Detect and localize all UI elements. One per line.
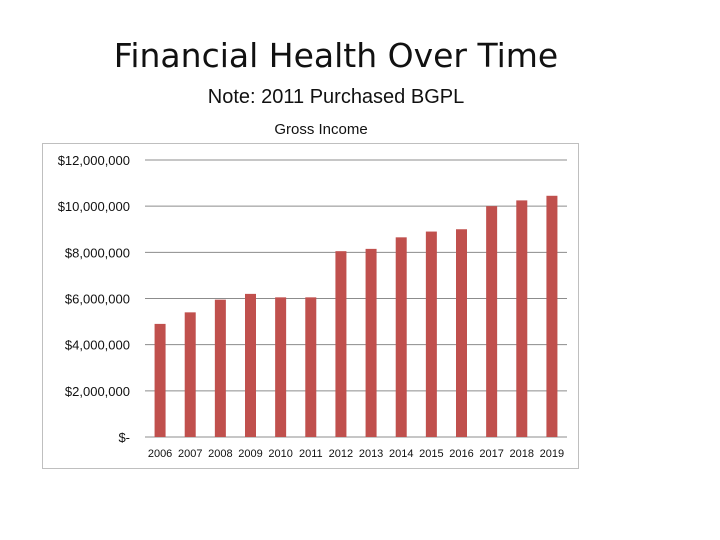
y-axis-tick-labels: $- $2,000,000 $4,000,000 $6,000,000 $8,000,0… xyxy=(58,153,130,445)
x-tick-label: 2018 xyxy=(510,448,534,460)
bar-2008 xyxy=(214,299,226,437)
bar-2016 xyxy=(456,229,467,437)
x-tick-label: 2014 xyxy=(389,448,413,460)
x-tick-label: 2019 xyxy=(540,448,564,460)
x-tick-label: 2009 xyxy=(238,448,262,460)
bar-2014 xyxy=(395,237,407,437)
y-tick-label: $6,000,000 xyxy=(65,292,130,307)
x-axis-tick-labels: 2006 2007 2008 2009 2010 2011 2012 2013 2014 2015… xyxy=(148,448,564,460)
x-tick-label: 2012 xyxy=(329,448,353,460)
bar-2006 xyxy=(154,323,166,437)
x-tick-label: 2006 xyxy=(148,448,172,460)
bar-2007 xyxy=(184,312,196,437)
chart-title: Gross Income xyxy=(274,121,368,138)
y-tick-label: $4,000,000 xyxy=(65,338,130,353)
x-tick-label: 2017 xyxy=(479,448,503,460)
bar-2011 xyxy=(305,297,317,437)
x-tick-label: 2011 xyxy=(299,448,323,460)
y-tick-label: $- xyxy=(118,430,130,445)
bar-2019 xyxy=(546,195,558,437)
bar-2012 xyxy=(335,251,347,437)
bar-2017 xyxy=(486,206,498,437)
gridlines xyxy=(145,159,567,438)
x-tick-label: 2016 xyxy=(449,448,473,460)
x-tick-label: 2007 xyxy=(178,448,202,460)
bars xyxy=(154,195,558,437)
x-tick-label: 2015 xyxy=(419,448,443,460)
y-tick-label: $10,000,000 xyxy=(58,199,130,214)
bar-2013 xyxy=(365,248,377,437)
bar-2015 xyxy=(425,231,437,437)
y-tick-label: $2,000,000 xyxy=(65,384,130,399)
bar-2018 xyxy=(516,200,528,437)
x-tick-label: 2013 xyxy=(359,448,383,460)
y-tick-label: $8,000,000 xyxy=(65,245,130,260)
slide-title: Financial Health Over Time xyxy=(113,36,559,75)
bar-2009 xyxy=(245,293,256,437)
slide-note: Note: 2011 Purchased BGPL xyxy=(207,86,465,108)
x-tick-label: 2010 xyxy=(268,448,292,460)
bar-2010 xyxy=(275,297,287,437)
x-tick-label: 2008 xyxy=(208,448,232,460)
y-tick-label: $12,000,000 xyxy=(58,153,130,168)
